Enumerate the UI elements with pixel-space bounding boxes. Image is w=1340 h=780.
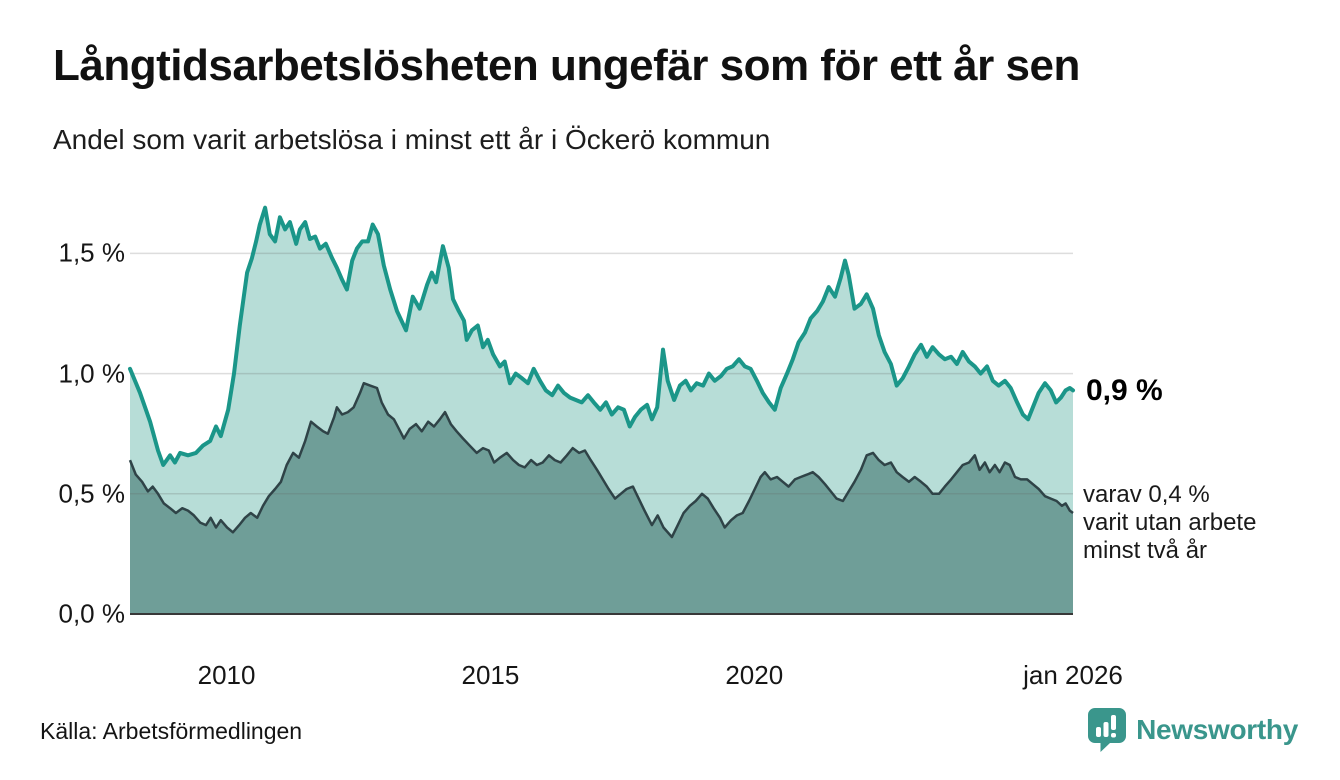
note-line: varit utan arbete [1083, 509, 1257, 536]
secondary-series-note: varav 0,4 % varit utan arbete minst två … [1083, 481, 1256, 565]
x-tick-label: 2015 [461, 660, 520, 690]
newsworthy-logo-icon [1087, 707, 1127, 753]
y-tick-label: 0,0 % [58, 598, 126, 629]
gridlines [130, 252, 1073, 495]
line-min-one-year [128, 205, 1075, 467]
chart-subtitle: Andel som varit arbetslösa i minst ett å… [53, 124, 771, 155]
area-fill-min-two-years [130, 383, 1073, 614]
y-tick-label: 1,5 % [58, 237, 126, 268]
note-line: minst två år [1083, 537, 1208, 564]
line-min-two-years [128, 381, 1074, 539]
source-caption: Källa: Arbetsförmedlingen [40, 718, 303, 744]
newsworthy-wordmark: Newsworthy [1136, 714, 1298, 745]
y-tick-label: 1,0 % [58, 358, 126, 389]
latest-value-label: 0,9 % [1086, 374, 1163, 407]
page-title: Långtidsarbetslösheten ungefär som för e… [53, 41, 1080, 90]
x-tick-label: 2020 [725, 660, 784, 690]
x-tick-label: jan 2026 [1023, 660, 1123, 690]
x-tick-label: 2010 [197, 660, 256, 690]
y-tick-label: 0,5 % [58, 478, 126, 509]
note-line: varav 0,4 % [1083, 481, 1210, 508]
newsworthy-brand-link[interactable]: Newsworthy [1087, 706, 1298, 754]
